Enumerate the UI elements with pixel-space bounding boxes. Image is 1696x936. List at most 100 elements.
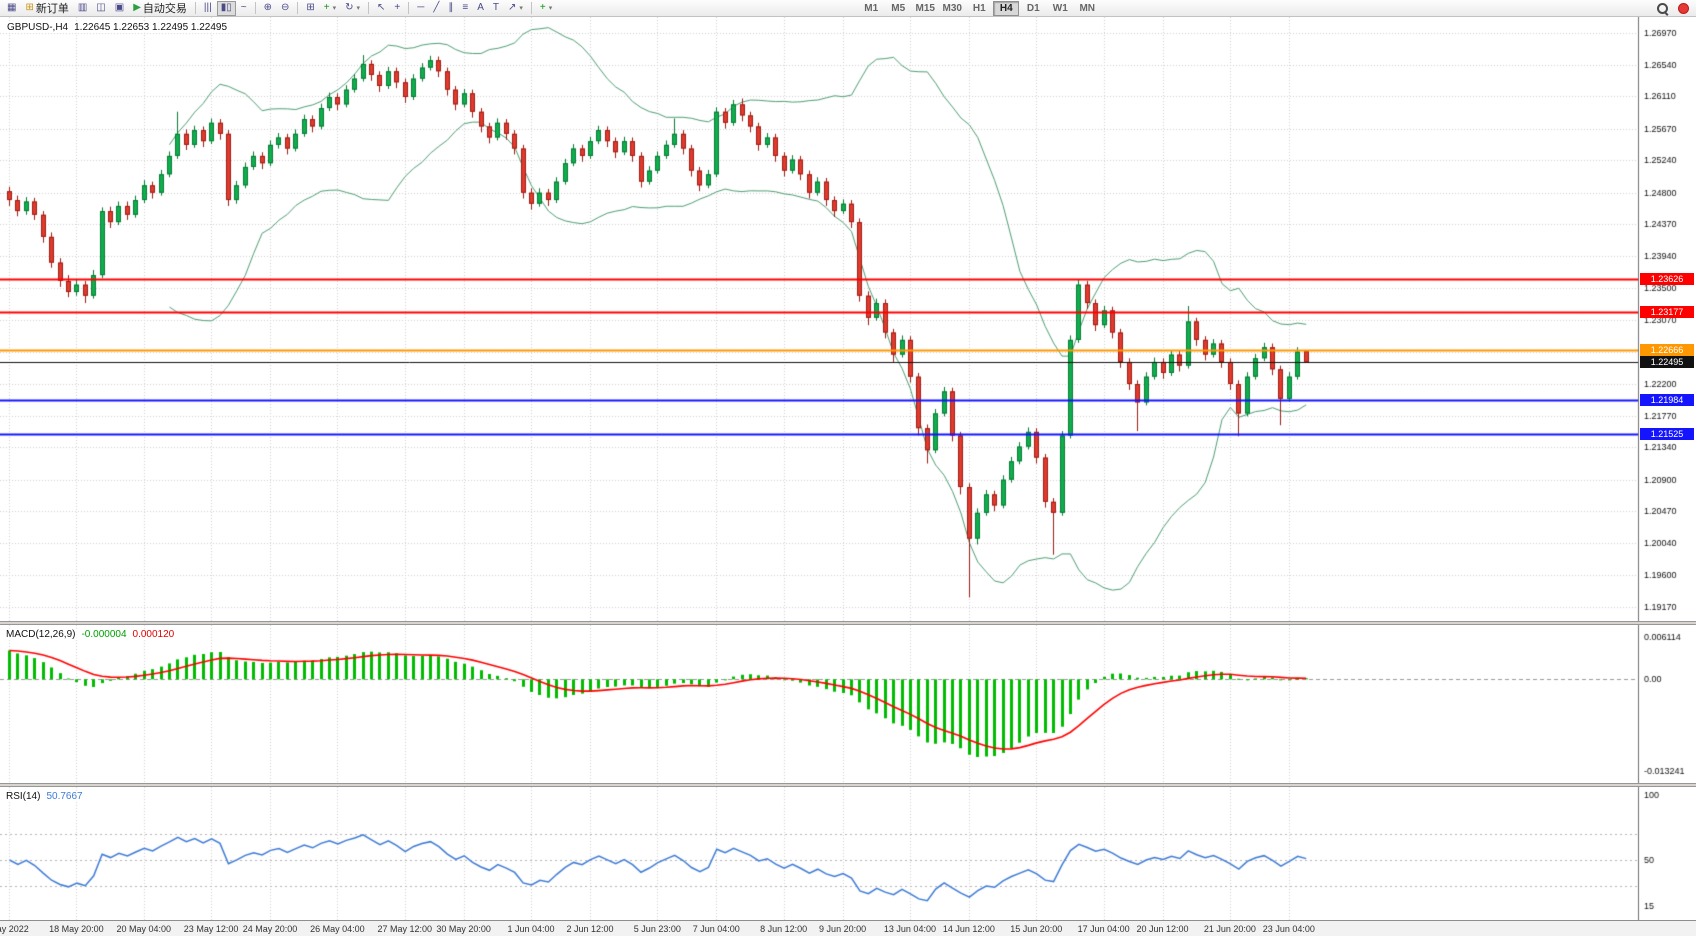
toolbar-separator xyxy=(408,2,410,14)
macd-panel-canvas[interactable] xyxy=(0,625,1696,783)
time-axis-label: 18 May 20:00 xyxy=(49,924,104,934)
dropdown-arrow-icon[interactable]: ▾ xyxy=(519,5,523,12)
zoom-in-icon[interactable]: ⊕ xyxy=(260,1,276,16)
candlestick-chart-icon: ▮▯ xyxy=(220,2,232,13)
time-axis-label: 21 Jun 20:00 xyxy=(1203,924,1256,934)
new-order-button-label: 新订单 xyxy=(35,3,69,15)
terminal-window-icon: ▣ xyxy=(114,2,125,13)
dropdown-arrow-icon[interactable]: ▾ xyxy=(548,5,553,12)
crosshair-icon[interactable]: + xyxy=(390,1,404,16)
fibonacci-retracement-icon[interactable]: ≡ xyxy=(458,1,472,16)
time-axis-label: 30 May 20:00 xyxy=(436,924,491,934)
auto-trading-button[interactable]: ▶ 自动交易 xyxy=(129,1,191,16)
horizontal-line-icon: ─ xyxy=(417,2,425,13)
arrows-tool-icon: ↗ xyxy=(507,2,517,13)
data-window-icon: ◫ xyxy=(96,2,106,13)
market-watch-icon: ▥ xyxy=(77,2,88,13)
new-chart-icon: + xyxy=(323,2,330,13)
line-chart-icon[interactable]: ~ xyxy=(237,1,251,16)
cursor-icon: ↖ xyxy=(377,2,386,13)
bar-chart-icon[interactable]: ||| xyxy=(200,1,216,16)
timeframe-m5-button[interactable]: M5 xyxy=(885,1,911,16)
profiles-icon: ↻ xyxy=(345,2,354,13)
toolbar-separator xyxy=(254,2,256,14)
market-watch-icon[interactable]: ▥ xyxy=(74,1,91,16)
equidistant-channel-icon: ∥ xyxy=(448,2,454,13)
text-label-tool-icon[interactable]: T xyxy=(489,1,503,16)
chart-window-icon: ▦ xyxy=(7,2,17,13)
panel-divider[interactable] xyxy=(0,783,1696,787)
text-tool-icon: A xyxy=(477,2,484,13)
tile-windows-icon: ⊞ xyxy=(306,2,315,13)
timeframe-m1-button[interactable]: M1 xyxy=(858,1,884,16)
time-axis-label: May 2022 xyxy=(0,924,29,934)
trendline-icon[interactable]: ╱ xyxy=(429,1,443,16)
toolbar-separator xyxy=(297,2,299,14)
new-chart-icon[interactable]: + ▾ xyxy=(320,1,340,16)
main-toolbar: ▦ ⊞ 新订单 ▥ ◫ ▣ ▶ 自动交易 ||| ▮▯ ~ ⊕ ⊖ ⊞ + ▾ ↻ ▾ ↖ + ─ ╱ ∥ ≡ A T ↗ ▾ + ▾ M1… xyxy=(0,0,1696,17)
time-axis-label: 13 Jun 04:00 xyxy=(883,924,936,934)
auto-trading-button-label: 自动交易 xyxy=(142,3,187,15)
timeframe-h1-button[interactable]: H1 xyxy=(966,1,992,16)
zoom-out-icon[interactable]: ⊖ xyxy=(277,1,293,16)
time-axis-label: 20 May 04:00 xyxy=(116,924,171,934)
time-axis-label: 7 Jun 04:00 xyxy=(692,924,740,934)
zoom-out-icon: ⊖ xyxy=(280,2,290,13)
time-axis-label: 17 Jun 04:00 xyxy=(1077,924,1130,934)
time-axis-label: 23 May 12:00 xyxy=(183,924,239,934)
equidistant-channel-icon[interactable]: ∥ xyxy=(444,1,457,16)
time-axis-label: 9 Jun 20:00 xyxy=(819,924,867,934)
candlestick-chart-icon[interactable]: ▮▯ xyxy=(216,0,236,16)
time-axis-label: 26 May 04:00 xyxy=(310,924,365,934)
data-window-icon[interactable]: ◫ xyxy=(92,1,109,16)
fibonacci-retracement-icon: ≡ xyxy=(462,2,469,13)
trendline-icon: ╱ xyxy=(433,2,440,13)
new-order-button[interactable]: ⊞ 新订单 xyxy=(21,1,72,16)
search-icon[interactable] xyxy=(1656,2,1669,15)
timeframe-d1-button[interactable]: D1 xyxy=(1020,1,1046,16)
panel-divider[interactable] xyxy=(0,621,1696,625)
line-chart-icon: ~ xyxy=(240,2,247,13)
toolbar-separator xyxy=(368,2,369,14)
horizontal-line-icon[interactable]: ─ xyxy=(413,1,428,16)
zoom-in-icon: ⊕ xyxy=(263,2,272,13)
timeframe-h4-button[interactable]: H4 xyxy=(993,0,1020,16)
new-order-icon: ⊞ xyxy=(25,2,34,13)
dropdown-arrow-icon[interactable]: ▾ xyxy=(332,5,337,12)
crosshair-icon: + xyxy=(394,2,401,13)
cursor-icon[interactable]: ↖ xyxy=(373,1,389,16)
time-axis-label: 20 Jun 12:00 xyxy=(1136,924,1189,934)
time-axis-label: 15 Jun 20:00 xyxy=(1010,924,1063,934)
time-axis-label: 14 Jun 12:00 xyxy=(942,924,995,934)
bar-chart-icon: ||| xyxy=(203,2,212,13)
terminal-window-icon[interactable]: ▣ xyxy=(111,1,128,16)
time-axis-label: 5 Jun 23:00 xyxy=(633,924,681,934)
indicators-icon[interactable]: + ▾ xyxy=(536,1,556,16)
time-axis-label: 23 Jun 04:00 xyxy=(1262,924,1315,934)
arrows-tool-icon[interactable]: ↗ ▾ xyxy=(504,1,527,16)
tile-windows-icon[interactable]: ⊞ xyxy=(302,1,318,16)
dropdown-arrow-icon[interactable]: ▾ xyxy=(356,5,360,12)
timeframe-m15-button[interactable]: M15 xyxy=(912,1,938,16)
timeframe-mn-button[interactable]: MN xyxy=(1074,1,1100,16)
toolbar-separator xyxy=(194,2,196,14)
text-tool-icon[interactable]: A xyxy=(473,1,488,16)
text-label-tool-icon: T xyxy=(492,2,499,13)
auto-trading-icon: ▶ xyxy=(133,2,141,13)
timeframe-m30-button[interactable]: M30 xyxy=(939,1,965,16)
toolbar-separator xyxy=(530,2,532,14)
time-axis-label: 2 Jun 12:00 xyxy=(566,924,614,934)
timeframe-w1-button[interactable]: W1 xyxy=(1047,1,1073,16)
indicators-icon: + xyxy=(539,2,546,13)
rsi-panel-canvas[interactable] xyxy=(0,787,1696,920)
time-axis-label: 24 May 20:00 xyxy=(242,924,298,934)
time-axis-label: 1 Jun 04:00 xyxy=(507,924,555,934)
chart-window-icon[interactable]: ▦ xyxy=(3,1,20,16)
price-chart-canvas[interactable] xyxy=(0,17,1696,621)
notification-badge[interactable] xyxy=(1678,2,1689,14)
time-axis[interactable]: May 2022 18 May 20:00 20 May 04:00 23 May 1… xyxy=(0,920,1696,936)
time-axis-label: 8 Jun 12:00 xyxy=(760,924,808,934)
time-axis-label: 27 May 12:00 xyxy=(377,924,433,934)
profiles-icon[interactable]: ↻ ▾ xyxy=(341,1,364,16)
